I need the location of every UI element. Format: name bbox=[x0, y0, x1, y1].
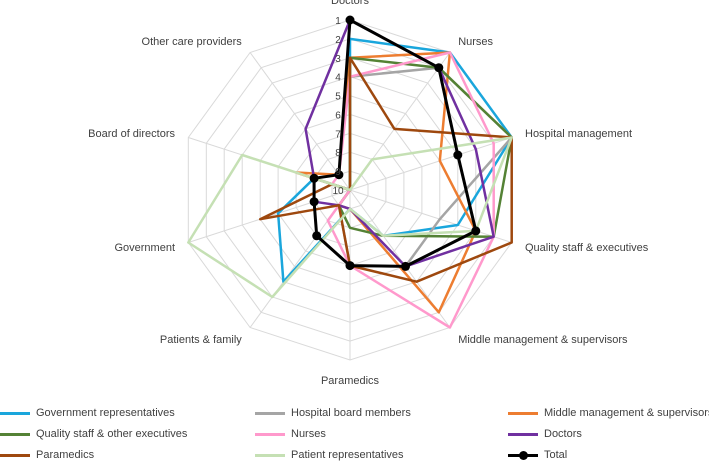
series-point-total bbox=[345, 15, 355, 25]
series-point-total bbox=[309, 173, 319, 183]
axis-label: Government bbox=[114, 242, 175, 254]
legend-item: Hospital board members bbox=[255, 407, 411, 419]
legend-marker-icon bbox=[519, 450, 528, 460]
grid-spoke bbox=[349, 189, 512, 243]
legend-swatch bbox=[0, 432, 30, 436]
series-line-doctors bbox=[304, 18, 495, 268]
axis-label: Nurses bbox=[458, 36, 493, 48]
legend-swatch bbox=[255, 432, 285, 436]
axis-label: Middle management & supervisors bbox=[458, 334, 628, 346]
legend-item: Government representatives bbox=[0, 407, 175, 419]
series-line-nurses bbox=[326, 51, 495, 329]
tick-label: 10 bbox=[332, 186, 344, 197]
legend-swatch bbox=[508, 450, 538, 460]
legend-item: Nurses bbox=[255, 428, 326, 440]
series-point-total bbox=[334, 170, 344, 180]
legend-swatch bbox=[0, 411, 30, 415]
legend-label: Total bbox=[544, 449, 568, 461]
legend-label: Patient representatives bbox=[291, 449, 404, 461]
tick-label: 2 bbox=[335, 35, 341, 46]
radar-chart: 1 2 3 4 5 6 7 8 9 10 Doctors Nurses Hospital manage… bbox=[88, 0, 649, 387]
legend-label: Hospital board members bbox=[291, 407, 411, 419]
legend-label: Middle management & supervisors bbox=[544, 407, 709, 419]
radar-series bbox=[187, 15, 513, 329]
legend-item: Middle management & supervisors bbox=[508, 407, 709, 419]
tick-label: 4 bbox=[335, 73, 341, 84]
axis-label: Quality staff & executives bbox=[525, 242, 649, 254]
legend-item: Paramedics bbox=[0, 449, 94, 461]
legend-swatch bbox=[508, 432, 538, 436]
grid-spoke bbox=[249, 52, 351, 191]
grid-spoke bbox=[349, 137, 512, 191]
radar-tick-labels: 1 2 3 4 5 6 7 8 9 10 bbox=[332, 16, 344, 197]
tick-label: 8 bbox=[335, 148, 341, 159]
grid-spoke bbox=[188, 189, 351, 243]
legend-item: Doctors bbox=[508, 428, 582, 440]
axis-label: Other care providers bbox=[142, 36, 243, 48]
tick-label: 7 bbox=[335, 129, 341, 140]
series-point-total bbox=[434, 63, 444, 73]
axis-label: Board of directors bbox=[88, 128, 175, 140]
legend-item: Quality staff & other executives bbox=[0, 428, 187, 440]
legend-label: Government representatives bbox=[36, 407, 175, 419]
legend-swatch bbox=[255, 411, 285, 415]
legend-label: Quality staff & other executives bbox=[36, 428, 188, 440]
series-point-total bbox=[401, 261, 410, 271]
legend-item: Patient representatives bbox=[255, 449, 404, 461]
tick-label: 3 bbox=[335, 54, 341, 65]
series-point-total bbox=[309, 197, 319, 207]
legend-swatch bbox=[0, 453, 30, 457]
axis-label: Doctors bbox=[331, 0, 369, 7]
legend-label: Doctors bbox=[544, 428, 582, 440]
tick-label: 6 bbox=[335, 110, 341, 121]
legend-label: Paramedics bbox=[36, 449, 95, 461]
series-point-total bbox=[345, 261, 355, 271]
series-point-total bbox=[471, 226, 481, 236]
legend-item: Total bbox=[508, 449, 567, 461]
axis-label: Hospital management bbox=[525, 128, 632, 140]
series-point-total bbox=[453, 150, 463, 160]
axis-label: Paramedics bbox=[321, 375, 380, 387]
tick-label: 5 bbox=[335, 92, 341, 103]
legend-swatch bbox=[255, 453, 285, 457]
chart-legend: Government representatives Hospital board… bbox=[0, 404, 709, 467]
axis-label: Patients & family bbox=[160, 334, 242, 346]
tick-label: 9 bbox=[335, 167, 341, 178]
radar-axis-labels: Doctors Nurses Hospital management Quality … bbox=[88, 0, 649, 387]
series-point-total bbox=[312, 231, 322, 241]
legend-label: Nurses bbox=[291, 428, 326, 440]
series-line-patient-representatives bbox=[187, 136, 513, 299]
tick-label: 1 bbox=[335, 16, 341, 27]
legend-swatch bbox=[508, 411, 538, 415]
